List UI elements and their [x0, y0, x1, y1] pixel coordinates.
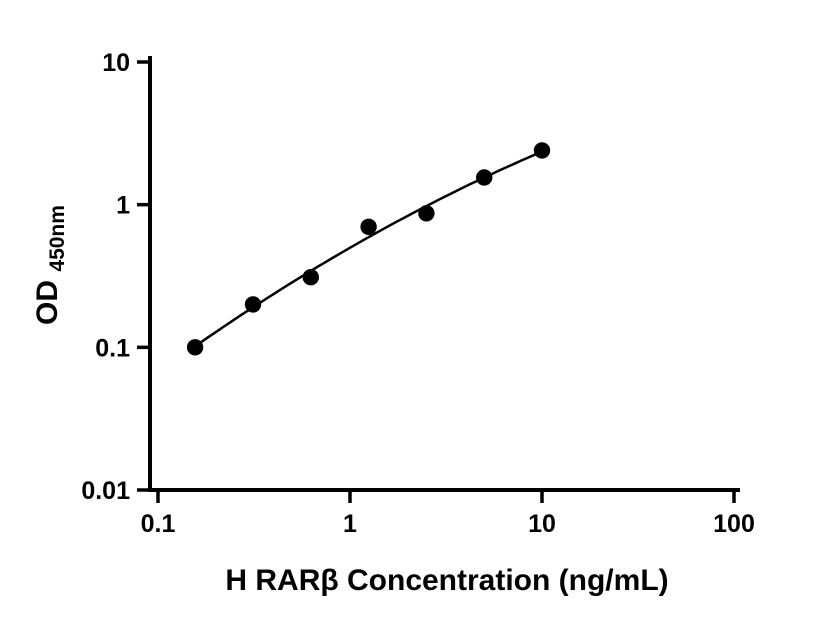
y-tick-label: 0.01: [81, 477, 130, 505]
data-point: [418, 205, 435, 222]
x-tick-label: 0.1: [141, 510, 176, 538]
data-point: [533, 142, 551, 159]
x-tick-label: 10: [528, 510, 556, 538]
x-tick-label: 100: [713, 510, 755, 538]
data-point: [244, 296, 262, 313]
y-tick-label: 1: [116, 192, 130, 220]
data-point: [360, 218, 377, 235]
data-point: [186, 339, 204, 356]
axes: [148, 56, 740, 492]
x-axis-label: H RARβ Concentration (ng/mL): [225, 564, 668, 597]
data-point: [302, 269, 319, 286]
plot-area: 0.1 1 10 100 0.01 0.1 1 10: [81, 49, 755, 538]
data-point: [476, 169, 493, 186]
y-tick-label: 10: [102, 49, 130, 77]
y-tick-label: 0.1: [95, 334, 130, 362]
y-axis-label: OD 450nm: [31, 205, 69, 325]
x-tick-label: 1: [343, 510, 357, 538]
y-axis-label-main: OD: [31, 280, 64, 325]
y-axis-label-subscript: 450nm: [46, 205, 69, 272]
